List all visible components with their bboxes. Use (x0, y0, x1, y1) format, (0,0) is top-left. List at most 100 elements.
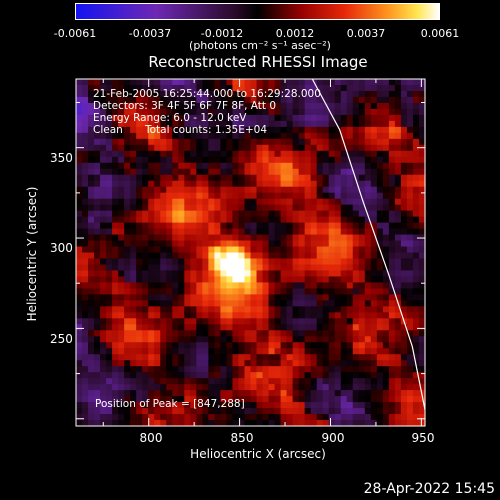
heatmap-cell (76, 366, 83, 373)
heatmap-cell (304, 114, 312, 122)
heatmap-cell (364, 84, 372, 92)
heatmap-cell (262, 396, 270, 403)
heatmap-cell (160, 138, 167, 146)
heatmap-cell (100, 306, 107, 313)
heatmap-cell (262, 126, 270, 134)
heatmap-cell (298, 246, 306, 254)
heatmap-cell (418, 282, 426, 289)
heatmap-cell (310, 294, 318, 301)
heatmap-cell (142, 330, 149, 337)
heatmap-cell (340, 354, 348, 361)
heatmap-cell (106, 79, 113, 86)
heatmap-cell (280, 294, 288, 301)
heatmap-cell (220, 96, 228, 104)
heatmap-cell (364, 102, 372, 110)
heatmap-cell (298, 396, 306, 403)
heatmap-cell (310, 330, 318, 337)
heatmap-cell (82, 126, 89, 134)
heatmap-cell (316, 162, 324, 170)
heatmap-cell (358, 96, 366, 104)
heatmap-cell (316, 204, 324, 212)
heatmap-cell (286, 384, 294, 391)
heatmap-cell (208, 228, 215, 236)
heatmap-cell (274, 378, 282, 385)
heatmap-cell (292, 186, 300, 194)
heatmap-cell (310, 198, 318, 206)
heatmap-cell (412, 378, 420, 385)
heatmap-cell (136, 222, 143, 230)
heatmap-cell (202, 324, 209, 331)
heatmap-cell (172, 192, 179, 200)
heatmap-cell (286, 330, 294, 337)
heatmap-cell (178, 276, 185, 284)
heatmap-cell (352, 79, 360, 86)
heatmap-cell (154, 420, 161, 427)
heatmap-cell (184, 150, 191, 158)
heatmap-cell (292, 366, 300, 373)
heatmap-cell (364, 408, 372, 415)
heatmap-cell (148, 174, 155, 182)
heatmap-cell (214, 252, 222, 260)
heatmap-cell (382, 396, 390, 403)
heatmap-cell (244, 408, 252, 415)
heatmap-cell (232, 342, 240, 349)
heatmap-cell (406, 120, 414, 128)
heatmap-cell (292, 198, 300, 206)
heatmap-cell (238, 366, 246, 373)
heatmap-cell (136, 414, 143, 421)
heatmap-cell (316, 150, 324, 158)
heatmap-cell (184, 330, 191, 337)
heatmap-cell (160, 228, 167, 236)
heatmap-cell (274, 126, 282, 134)
heatmap-cell (262, 144, 270, 152)
heatmap-cell (226, 276, 234, 284)
heatmap-cell (106, 228, 113, 236)
heatmap-cell (232, 270, 240, 278)
heatmap-cell (322, 168, 330, 176)
heatmap-cell (316, 348, 324, 355)
heatmap-cell (376, 384, 384, 391)
heatmap-cell (226, 402, 234, 409)
heatmap-cell (376, 204, 384, 212)
heatmap-cell (130, 198, 137, 206)
heatmap-cell (94, 156, 101, 164)
heatmap-cell (202, 264, 209, 272)
heatmap-cell (172, 174, 179, 182)
heatmap-cell (202, 360, 209, 367)
heatmap-cell (256, 420, 264, 427)
heatmap-cell (82, 96, 89, 104)
heatmap-cell (274, 96, 282, 104)
heatmap-cell (112, 366, 119, 373)
heatmap-cell (256, 324, 264, 331)
heatmap-cell (316, 126, 324, 134)
heatmap-cell (88, 222, 95, 230)
heatmap-cell (76, 102, 83, 110)
heatmap-cell (226, 156, 234, 164)
heatmap-cell (142, 396, 149, 403)
heatmap-cell (376, 336, 384, 343)
heatmap-cell (250, 342, 258, 349)
heatmap-cell (310, 342, 318, 349)
heatmap-cell (208, 396, 215, 403)
heatmap-cell (214, 79, 222, 86)
heatmap-cell (376, 186, 384, 194)
heatmap-cell (88, 126, 95, 134)
heatmap-cell (214, 390, 222, 397)
heatmap-cell (160, 210, 167, 218)
heatmap-cell (400, 96, 408, 104)
heatmap-cell (382, 354, 390, 361)
heatmap-cell (370, 282, 378, 289)
heatmap-cell (94, 204, 101, 212)
heatmap-cell (388, 138, 396, 146)
heatmap-cell (298, 114, 306, 122)
heatmap-cell (106, 180, 113, 188)
heatmap-cell (364, 276, 372, 284)
heatmap-cell (148, 354, 155, 361)
heatmap-cell (364, 318, 372, 325)
colorbar (75, 3, 440, 20)
heatmap-cell (412, 396, 420, 403)
heatmap-cell (286, 342, 294, 349)
heatmap-cell (280, 378, 288, 385)
heatmap-cell (202, 420, 209, 427)
heatmap-cell (250, 354, 258, 361)
